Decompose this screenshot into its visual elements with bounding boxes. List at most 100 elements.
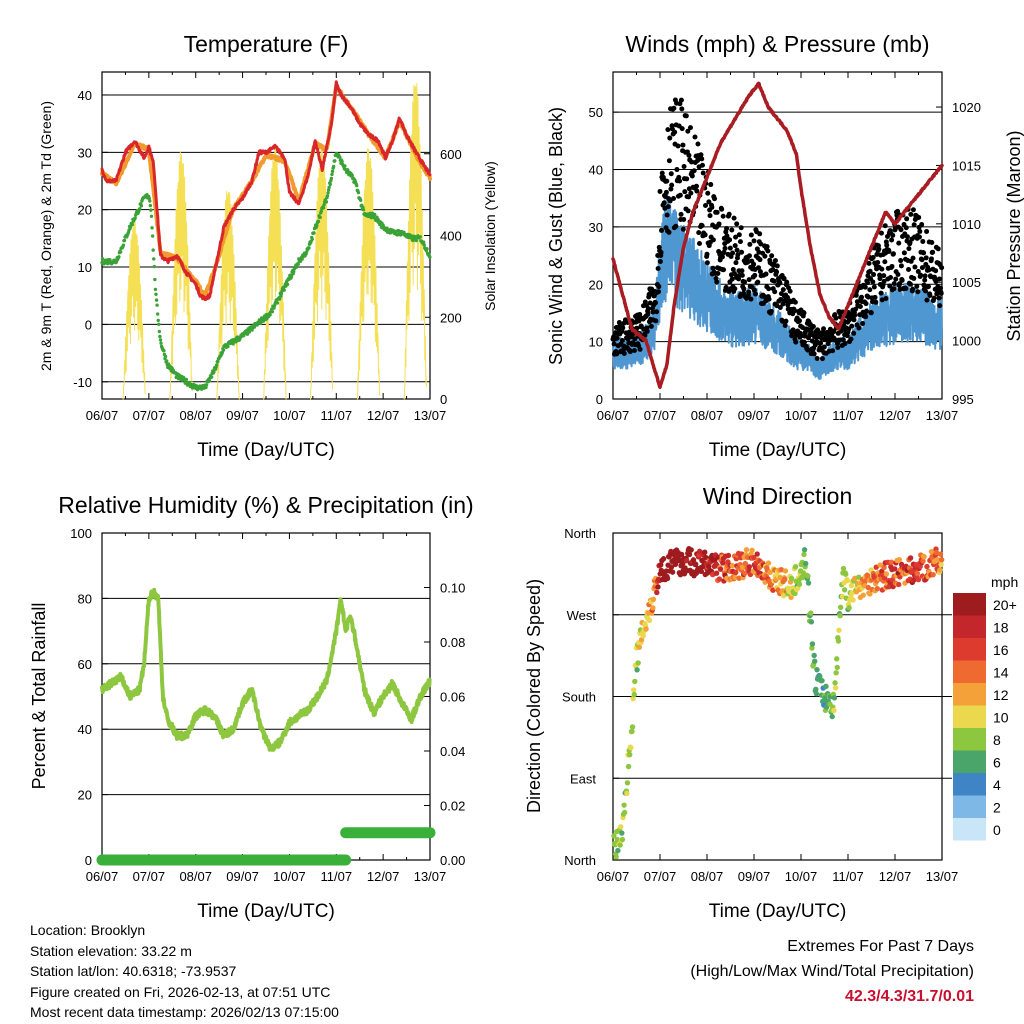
wind-direction-point	[634, 667, 640, 673]
wind-direction-point	[777, 574, 784, 581]
y-right-tick-label: 1000	[952, 334, 981, 349]
y-right-tick-label: 995	[952, 392, 974, 407]
gust-point	[669, 182, 675, 188]
y-tick-label: 10	[78, 260, 92, 275]
dewpoint-point	[216, 359, 220, 364]
gust-point	[727, 237, 733, 243]
wind-direction-point	[837, 612, 843, 619]
gust-point	[860, 321, 866, 327]
gust-point	[916, 214, 922, 220]
gust-point	[727, 245, 733, 251]
gust-point	[811, 351, 817, 357]
y-tick-label: North	[564, 526, 596, 541]
gust-point	[878, 230, 884, 236]
gust-point	[724, 226, 730, 232]
gust-point	[766, 296, 772, 302]
colorbar-label: 10	[993, 710, 1009, 726]
gust-point	[938, 290, 944, 296]
dewpoint-point	[275, 301, 280, 305]
gust-point	[889, 263, 895, 269]
x-tick-label: 09/07	[226, 408, 259, 423]
x-axis-label: Time (Day/UTC)	[709, 901, 847, 922]
wind-direction-point	[680, 560, 686, 567]
gust-point	[751, 287, 757, 293]
recent-data-text: Most recent data timestamp: 2026/02/13 0…	[30, 1004, 339, 1020]
wind-direction-point	[848, 582, 855, 589]
gust-point	[937, 303, 943, 309]
wind-direction-point	[767, 569, 773, 576]
gust-point	[645, 306, 651, 312]
gust-point	[758, 241, 764, 247]
dewpoint-point	[322, 203, 326, 207]
gust-point	[657, 188, 663, 194]
y-tick-label: 20	[78, 203, 92, 218]
y-right-tick-label: 0.04	[440, 744, 465, 759]
gust-point	[655, 266, 661, 272]
wind-direction-point	[725, 552, 732, 559]
dewpoint-point	[414, 238, 419, 243]
dewpoint-point	[292, 269, 296, 274]
gust-point	[699, 223, 705, 229]
gust-point	[732, 286, 738, 292]
wind-direction-point	[823, 683, 829, 690]
gust-point	[856, 325, 862, 331]
wind-direction-point	[819, 677, 825, 684]
colorbar-label: 14	[993, 665, 1009, 681]
gust-point	[793, 339, 799, 345]
dewpoint-point	[333, 159, 337, 163]
wind-direction-point	[811, 652, 817, 659]
gust-point	[923, 255, 929, 261]
x-tick-label: 06/07	[597, 408, 630, 423]
dewpoint-point	[330, 172, 334, 177]
wind-direction-point	[660, 556, 667, 562]
wind-direction-point	[814, 666, 820, 673]
y-axis-label: Sonic Wind & Gust (Blue, Black)	[546, 107, 566, 365]
gust-point	[710, 265, 716, 271]
gust-point	[920, 238, 926, 244]
gust-point	[866, 260, 872, 266]
gust-point	[917, 228, 923, 234]
gust-point	[863, 301, 869, 307]
wind-direction-point	[938, 557, 945, 563]
colorbar-swatch	[953, 683, 986, 706]
gust-point	[906, 246, 912, 252]
x-tick-label: 06/07	[86, 408, 119, 423]
gust-point	[650, 309, 656, 315]
y-tick-label: 30	[78, 145, 92, 160]
gust-point	[702, 202, 708, 208]
y-right-tick-label: 600	[440, 147, 462, 162]
x-tick-label: 07/07	[133, 408, 166, 423]
gust-point	[671, 105, 677, 111]
gust-point	[739, 249, 745, 255]
gust-point	[933, 268, 939, 274]
gust-point	[704, 251, 710, 257]
wind-direction-point	[850, 597, 856, 603]
station-info: Location: Brooklyn Station elevation: 33…	[30, 920, 339, 1023]
gust-point	[656, 284, 662, 290]
gust-point	[882, 223, 888, 229]
gust-point	[912, 264, 918, 270]
wind-direction-point	[751, 554, 757, 561]
y-right-tick-label: 0.02	[440, 799, 465, 814]
gust-point	[668, 186, 674, 192]
gust-point	[789, 333, 795, 339]
solar-insolation-line	[122, 219, 146, 400]
gust-point	[922, 273, 928, 279]
gust-point	[870, 255, 876, 261]
y-right-tick-label: 1015	[952, 158, 981, 173]
gust-point	[631, 347, 637, 353]
gust-point	[897, 281, 903, 287]
wind-direction-point	[843, 571, 849, 577]
gust-point	[915, 269, 921, 275]
dewpoint-point	[149, 214, 154, 218]
gust-point	[755, 279, 761, 285]
wind-direction-point	[809, 641, 816, 647]
gust-point	[632, 336, 638, 342]
dewpoint-point	[154, 292, 158, 297]
x-tick-label: 08/07	[691, 869, 724, 884]
y-tick-label: West	[567, 608, 597, 623]
dewpoint-point	[147, 196, 151, 201]
gust-point	[688, 190, 694, 196]
wind-direction-point	[937, 551, 944, 557]
dewpoint-point	[158, 338, 163, 342]
